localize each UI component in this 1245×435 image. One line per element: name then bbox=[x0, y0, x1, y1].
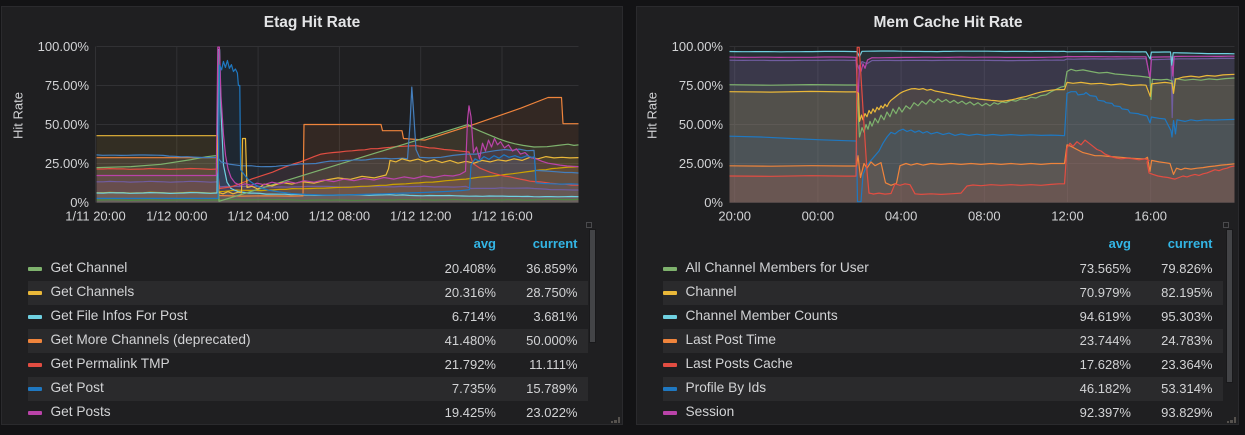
svg-text:1/11 20:00: 1/11 20:00 bbox=[65, 209, 125, 224]
svg-text:0%: 0% bbox=[704, 195, 723, 210]
svg-text:04:00: 04:00 bbox=[885, 209, 918, 224]
svg-text:1/12 00:00: 1/12 00:00 bbox=[146, 209, 207, 224]
svg-text:1/12 04:00: 1/12 04:00 bbox=[227, 209, 288, 224]
svg-text:00:00: 00:00 bbox=[802, 209, 835, 224]
svg-text:75.00%: 75.00% bbox=[45, 78, 90, 93]
svg-text:1/12 16:00: 1/12 16:00 bbox=[471, 209, 532, 224]
svg-text:16:00: 16:00 bbox=[1134, 209, 1167, 224]
svg-text:25.00%: 25.00% bbox=[679, 156, 724, 171]
svg-text:08:00: 08:00 bbox=[968, 209, 1001, 224]
svg-text:Hit Rate: Hit Rate bbox=[644, 92, 659, 139]
svg-text:1/12 08:00: 1/12 08:00 bbox=[309, 209, 370, 224]
svg-text:50.00%: 50.00% bbox=[679, 117, 724, 132]
svg-text:Hit Rate: Hit Rate bbox=[11, 92, 26, 139]
svg-text:25.00%: 25.00% bbox=[45, 156, 90, 171]
svg-text:20:00: 20:00 bbox=[718, 209, 751, 224]
svg-text:100.00%: 100.00% bbox=[38, 39, 90, 54]
svg-text:50.00%: 50.00% bbox=[45, 117, 90, 132]
svg-text:1/12 12:00: 1/12 12:00 bbox=[390, 209, 451, 224]
svg-text:12:00: 12:00 bbox=[1051, 209, 1084, 224]
svg-text:0%: 0% bbox=[70, 195, 89, 210]
svg-text:100.00%: 100.00% bbox=[672, 39, 724, 54]
svg-text:75.00%: 75.00% bbox=[679, 78, 724, 93]
